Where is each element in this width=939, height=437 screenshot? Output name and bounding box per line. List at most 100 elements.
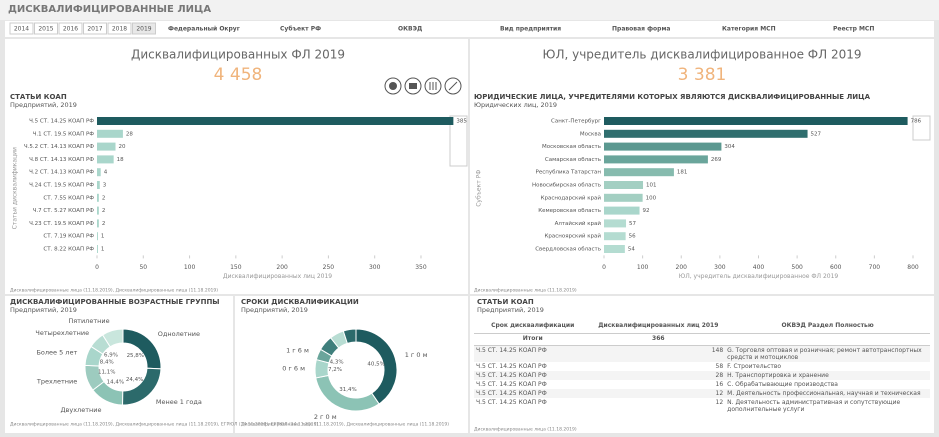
slice-label: 0 г 6 м [282, 364, 305, 372]
year-button[interactable] [9, 22, 34, 35]
icon [389, 82, 397, 90]
filter-label[interactable]: Субъект РФ [280, 26, 321, 33]
table-row: Срок дисквалификации Дисквалифицированных… [474, 321, 930, 333]
kpi-value: 3 381 [678, 65, 727, 85]
table-cell: Срок дисквалификации [491, 322, 575, 329]
filter-label[interactable]: ОКВЭД [398, 26, 422, 33]
table-cell: M. Деятельность профессиональная, научна… [727, 389, 921, 397]
data-label: 18 [117, 157, 124, 163]
footnote: Дисквалифицированные лица (11.18.2019), … [241, 422, 449, 428]
table-cell: N. Деятельность административная и сопут… [727, 398, 901, 413]
filter-label[interactable]: Правовая форма [612, 26, 670, 33]
table-cell: Дисквалифицированных лиц 2019 [598, 322, 719, 329]
slice-label: 1 г 6 м [286, 346, 309, 354]
value-label: 31,4% [339, 387, 356, 393]
year-button[interactable] [107, 22, 132, 35]
bar [97, 142, 116, 151]
table-cell: Ч.5 СТ. 14.25 КОАП РФ [476, 389, 547, 397]
value-label: 25,8% [127, 353, 144, 359]
data-label: 527 [811, 131, 822, 137]
table-row: Ч.5 СТ. 14.25 КОАП РФ 148 G. Торговля опто… [474, 345, 930, 362]
data-label: 2 [102, 221, 106, 227]
table-cell: Ч.5 СТ. 14.25 КОАП РФ [476, 398, 547, 406]
chart-subtitle: Предприятий, 2019 [10, 306, 77, 314]
y-axis-label: Статьи дисквалификации [12, 147, 19, 229]
x-tick-label: 0 [95, 264, 99, 271]
year-label: 2014 [14, 26, 29, 33]
x-tick-label: 200 [276, 264, 288, 271]
x-tick-label: 400 [753, 264, 765, 271]
slice-label: Менее 1 года [156, 398, 202, 406]
x-tick-label: 700 [869, 264, 881, 271]
table-cell: Итоги [522, 334, 543, 342]
data-label: 1 [101, 247, 105, 253]
data-label: 4 [104, 170, 108, 176]
y-tick-label: Новосибирская область [532, 183, 601, 189]
x-tick-label: 600 [830, 264, 842, 271]
slice-label: Пятилетние [68, 317, 109, 325]
year-button[interactable] [83, 22, 107, 35]
scroll-widget[interactable] [449, 115, 468, 167]
year-label: 2016 [63, 26, 78, 33]
y-tick-label: Ч.2 СТ. 14.13 КОАП РФ [29, 170, 94, 176]
kpi-label: Дисквалифицированных ФЛ 2019 [131, 48, 345, 62]
x-tick-label: 350 [415, 264, 427, 271]
year-button[interactable] [132, 22, 156, 35]
bar [604, 193, 643, 202]
table-row: Ч.5 СТ. 14.25 КОАП РФ 58 F. Строительство [474, 362, 930, 371]
bar [604, 142, 722, 151]
data-label: 92 [643, 208, 650, 214]
y-axis-label: Субъект РФ [476, 170, 483, 207]
table-cell [725, 333, 930, 345]
value-label: 7,2% [328, 367, 342, 373]
filter-label[interactable]: Категория МСП [722, 26, 776, 33]
x-tick-label: 500 [791, 264, 803, 271]
filter-label[interactable]: Вид предприятия [500, 26, 561, 33]
x-tick-label: 100 [637, 264, 649, 271]
y-tick-label: Санкт-Петербург [551, 119, 601, 125]
data-label: 1 [101, 234, 105, 240]
table-cell: Ч.5 СТ. 14.25 КОАП РФ [476, 346, 547, 354]
chart-subtitle: Предприятий, 2019 [10, 101, 77, 109]
filter-label[interactable]: Федеральный Округ [168, 26, 240, 33]
x-tick-label: 50 [139, 264, 147, 271]
bar [604, 245, 625, 253]
year-button[interactable] [58, 22, 83, 35]
year-button[interactable] [34, 22, 58, 35]
filter-bar [5, 21, 934, 37]
bar [97, 181, 100, 189]
data-label: 56 [629, 234, 636, 240]
bar [604, 206, 640, 215]
bar [604, 181, 644, 189]
data-label: 28 [126, 131, 133, 137]
footnote: Дисквалифицированные лица (11.18.2019), … [10, 288, 218, 294]
y-tick-label: Ч.23 СТ. 19.5 КОАП РФ [29, 221, 94, 227]
chart-title: СРОКИ ДИСКВАЛИФИКАЦИИ [241, 298, 359, 306]
panel [470, 296, 934, 433]
value-label: 8,4% [100, 359, 114, 365]
title-bar [0, 0, 939, 20]
y-tick-label: Красноярский край [544, 233, 601, 240]
table-row: Ч.5 СТ. 14.25 КОАП РФ 28 H. Транспортировк… [474, 370, 930, 380]
scroll-widget[interactable] [912, 115, 931, 141]
table-row: Ч.5 СТ. 14.25 КОАП РФ 16 C. Обрабатывающие… [474, 380, 930, 389]
toolbar[interactable] [384, 77, 462, 95]
data-label: 101 [646, 183, 657, 189]
icon [409, 83, 417, 89]
filter-label[interactable]: Реестр МСП [833, 26, 874, 33]
x-axis-label: Дисквалифицированных лиц 2019 [223, 273, 332, 280]
bar [97, 129, 123, 138]
slice-label: 2 г 0 м [314, 413, 337, 421]
table-cell: 28 [715, 371, 724, 379]
bar [604, 117, 908, 125]
y-tick-label: Ч.1 СТ. 19.5 КОАП РФ [33, 131, 95, 137]
table-cell: 12 [715, 398, 724, 406]
kpi-value: 4 458 [214, 65, 263, 85]
bar [97, 155, 114, 164]
y-tick-label: СТ. 7.19 КОАП РФ [43, 234, 94, 240]
y-tick-label: Кемеровская область [538, 208, 601, 214]
data-label: 2 [102, 208, 106, 214]
table-cell: Ч.5 СТ. 14.25 КОАП РФ [476, 371, 547, 379]
